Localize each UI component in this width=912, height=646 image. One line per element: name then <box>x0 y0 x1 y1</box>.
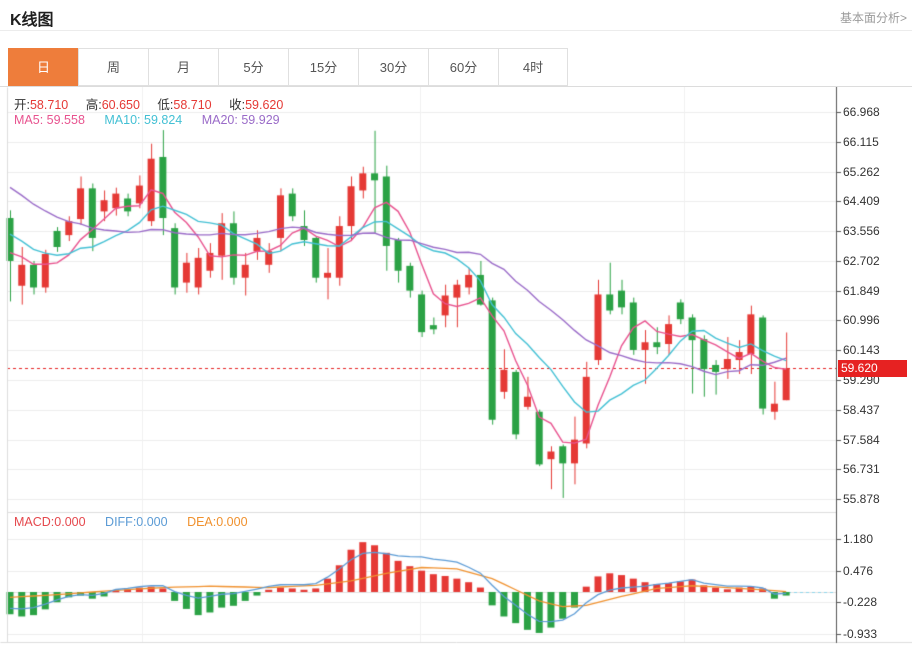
ma20-legend: MA20: 59.929 <box>201 113 280 127</box>
y-axis-label: 63.556 <box>843 224 880 239</box>
fundamental-analysis-link[interactable]: 基本面分析> <box>839 11 907 25</box>
y-axis-label: 66.115 <box>843 134 879 149</box>
y-axis-label: 61.849 <box>843 283 880 298</box>
tab-30min[interactable]: 30分 <box>358 48 428 86</box>
dea-value-legend: DEA:0.000 <box>187 515 248 529</box>
y-axis-label: 58.437 <box>843 402 880 417</box>
macd-value-legend: MACD:0.000 <box>14 515 86 529</box>
y-axis-label: -0.933 <box>843 626 878 641</box>
diff-value-legend: DIFF:0.000 <box>105 515 168 529</box>
high-value: 60.650 <box>101 98 140 112</box>
ma5-legend: MA5: 59.558 <box>14 113 85 127</box>
y-axis-label: 0.476 <box>843 563 874 578</box>
tab-15min[interactable]: 15分 <box>288 48 358 86</box>
ma-legend: MA5: 59.558 MA10: 59.824 MA20: 59.929 <box>14 113 280 127</box>
y-axis-label: 66.968 <box>843 105 880 119</box>
y-axis-label: 60.143 <box>843 343 880 358</box>
high-label: 高: <box>85 98 102 112</box>
ohlc-legend: 开:58.710 高:60.650 低:58.710 收:59.620 <box>14 94 297 113</box>
kline-chart-area: 开:58.710 高:60.650 低:58.710 收:59.620 MA5:… <box>0 86 912 645</box>
macd-legend: MACD:0.000 DIFF:0.000 DEA:0.000 <box>14 515 248 529</box>
tab-day[interactable]: 日 <box>8 48 78 86</box>
low-value: 58.710 <box>173 98 212 112</box>
y-axis-label: -0.228 <box>843 595 878 610</box>
y-axis-label: 60.996 <box>843 313 880 328</box>
tab-4hour[interactable]: 4时 <box>498 48 568 86</box>
tab-week[interactable]: 周 <box>78 48 148 86</box>
tab-month[interactable]: 月 <box>148 48 218 86</box>
y-axis-label: 55.878 <box>843 492 880 507</box>
tab-60min[interactable]: 60分 <box>428 48 498 86</box>
page-header: K线图 基本面分析> <box>0 0 912 31</box>
open-value: 58.710 <box>29 98 69 112</box>
page-title: K线图 <box>10 12 54 29</box>
y-axis-label: 62.702 <box>843 253 880 268</box>
low-label: 低: <box>157 98 174 112</box>
close-value: 59.620 <box>245 98 284 112</box>
open-label: 开: <box>14 98 30 112</box>
y-axis-label: 1.180 <box>843 532 874 547</box>
tab-5min[interactable]: 5分 <box>218 48 288 86</box>
current-price-badge: 59.620 <box>838 360 907 378</box>
close-label: 收: <box>229 98 246 112</box>
period-tabs: 日 周 月 5分 15分 30分 60分 4时 <box>8 48 912 86</box>
y-axis-label: 57.584 <box>843 432 880 447</box>
y-axis-label: 65.262 <box>843 164 880 179</box>
y-axis-label: 56.731 <box>843 462 880 477</box>
kline-chart-canvas[interactable] <box>0 87 912 645</box>
ma10-legend: MA10: 59.824 <box>104 113 183 127</box>
y-axis-label: 64.409 <box>843 194 880 209</box>
